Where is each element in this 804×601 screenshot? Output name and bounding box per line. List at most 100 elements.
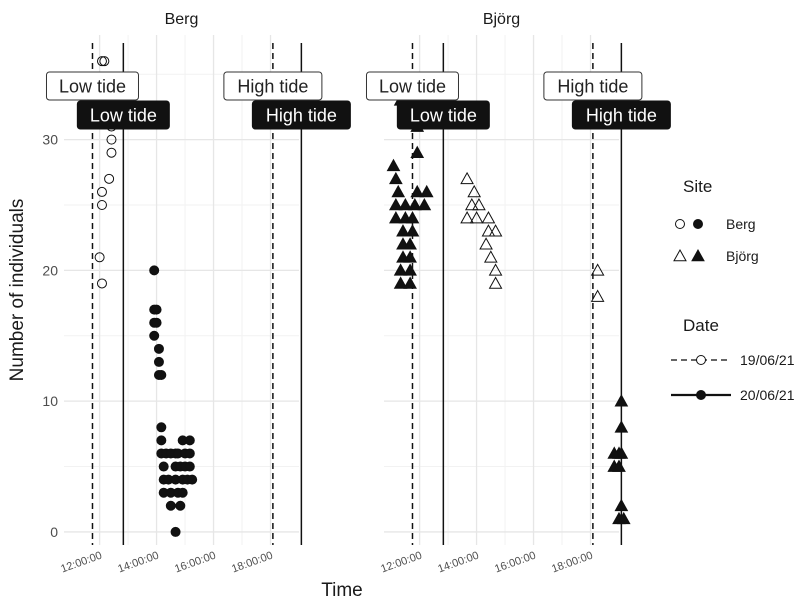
- data-point: [393, 276, 408, 289]
- y-axis-title: Number of individuals: [7, 199, 28, 382]
- tide-label: High tide: [237, 77, 308, 97]
- data-point: [410, 184, 425, 198]
- data-point: [177, 487, 188, 498]
- tide-label: Low tide: [379, 77, 446, 97]
- data-point: [614, 420, 629, 433]
- facet-title: Berg: [165, 11, 199, 28]
- data-point: [184, 448, 195, 459]
- data-point: [151, 317, 162, 328]
- data-point: [151, 304, 162, 315]
- data-point: [403, 250, 417, 263]
- x-tick-label: 18:00:00: [550, 550, 594, 576]
- x-tick-label: 18:00:00: [230, 550, 274, 576]
- y-tick-label: 10: [42, 393, 58, 409]
- data-point: [156, 422, 167, 433]
- data-point: [149, 330, 160, 341]
- data-point: [417, 197, 432, 211]
- legend-title-site: Site: [683, 177, 712, 196]
- data-point: [607, 446, 622, 459]
- panels: Berg 0 10 20 30 12:00:00 14:00:00 16:00:00 18:00…: [42, 11, 671, 576]
- data-point: [389, 171, 403, 185]
- data-point: [96, 186, 107, 197]
- data-point: [393, 263, 408, 276]
- tide-label: Low tide: [90, 106, 157, 126]
- data-point: [464, 197, 479, 211]
- data-point: [389, 211, 403, 224]
- data-point: [483, 250, 498, 263]
- data-point: [170, 526, 181, 537]
- facet-title: Björg: [483, 11, 520, 28]
- data-point: [405, 224, 420, 237]
- tide-label-box: [571, 100, 671, 130]
- data-point: [590, 263, 605, 276]
- data-point: [472, 197, 486, 211]
- tide-label: High tide: [557, 77, 628, 97]
- data-point: [96, 200, 107, 210]
- data-point: [96, 278, 107, 289]
- data-point: [106, 147, 117, 158]
- data-point: [488, 276, 503, 289]
- tide-label-box: [251, 100, 351, 130]
- x-tick-label: 16:00:00: [493, 550, 537, 576]
- data-point: [184, 461, 195, 472]
- legend-key: [696, 390, 706, 400]
- data-point: [187, 474, 198, 485]
- data-point: [153, 356, 164, 367]
- x-tick-label: 14:00:00: [116, 550, 160, 576]
- data-point: [386, 158, 401, 172]
- data-point: [481, 211, 496, 224]
- data-point: [488, 224, 503, 237]
- data-point: [106, 134, 117, 145]
- tide-label: High tide: [586, 106, 657, 126]
- legend: Site Berg Björg Date 19/06/21 20/06/21: [671, 177, 795, 403]
- tide-label: Low tide: [410, 106, 477, 126]
- data-point: [479, 237, 493, 250]
- data-point: [403, 263, 417, 276]
- data-point: [408, 197, 422, 211]
- legend-key: [675, 219, 685, 229]
- data-point: [389, 197, 403, 211]
- x-tick-label: 16:00:00: [173, 550, 217, 576]
- legend-label: Berg: [726, 216, 756, 232]
- x-tick-label: 14:00:00: [436, 550, 480, 576]
- data-point: [391, 184, 406, 198]
- y-tick-label: 30: [42, 132, 58, 148]
- panel-0: Berg 0 10 20 30 12:00:00 14:00:00 16:00:00 18:00…: [42, 11, 351, 576]
- legend-label: Björg: [726, 248, 759, 264]
- data-point: [614, 394, 629, 407]
- y-tick-label: 20: [42, 262, 58, 278]
- tide-label-box: [45, 71, 139, 101]
- data-point: [405, 211, 420, 224]
- x-tick-label: 12:00:00: [59, 550, 103, 576]
- tide-label-box: [543, 71, 643, 101]
- legend-title-date: Date: [683, 316, 719, 335]
- tide-label-box: [396, 100, 490, 130]
- tide-label: High tide: [266, 106, 337, 126]
- legend-key: [696, 355, 706, 365]
- data-point: [149, 265, 160, 276]
- y-tick-label: 0: [50, 524, 58, 540]
- data-point: [616, 511, 631, 525]
- data-point: [460, 211, 474, 224]
- data-point: [156, 370, 167, 380]
- data-point: [410, 145, 425, 158]
- data-point: [614, 498, 629, 512]
- legend-key: [673, 248, 687, 262]
- data-point: [590, 289, 605, 302]
- data-point: [403, 237, 417, 250]
- legend-key: [693, 219, 703, 229]
- data-point: [156, 435, 167, 446]
- data-point: [481, 224, 496, 237]
- tide-label-box: [76, 100, 170, 130]
- data-point: [469, 211, 484, 224]
- data-point: [184, 435, 195, 446]
- tide-label: Low tide: [59, 77, 126, 97]
- data-point: [99, 56, 110, 67]
- data-point: [396, 224, 410, 237]
- data-point: [94, 252, 105, 263]
- data-point: [398, 197, 413, 211]
- legend-label: 20/06/21: [740, 387, 795, 403]
- data-point: [175, 500, 186, 511]
- x-axis-title: Time: [321, 580, 363, 601]
